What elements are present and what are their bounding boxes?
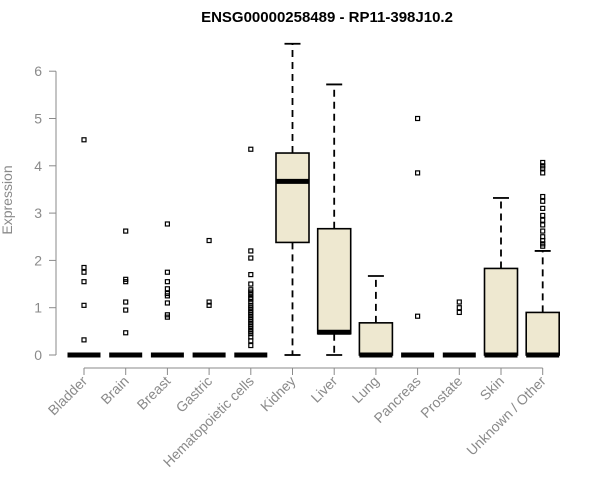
outlier-point (123, 330, 129, 336)
box-unknown-other (525, 159, 561, 358)
box-pancreas (401, 115, 435, 358)
outlier-point (248, 338, 254, 344)
x-tick-label: Bladder (45, 373, 91, 419)
box-breast (150, 221, 184, 358)
x-tick-label: Lung (349, 373, 382, 406)
outlier-point (164, 221, 170, 227)
outlier-point (164, 314, 170, 320)
outlier-point (206, 302, 212, 308)
outlier-point (540, 212, 546, 219)
box-body (275, 152, 310, 244)
box-gastric (192, 237, 226, 358)
outlier-point (540, 243, 546, 249)
outlier-point (456, 299, 462, 305)
outlier-point (540, 198, 546, 204)
box-lung (358, 275, 394, 358)
outlier-point (248, 281, 254, 287)
y-tick-label: 3 (34, 205, 42, 221)
box-bladder (67, 137, 101, 358)
outlier-point (206, 237, 212, 244)
outlier-point (81, 279, 87, 285)
outlier-point (415, 170, 421, 176)
x-tick-label: Prostate (417, 373, 465, 421)
outlier-point (248, 255, 254, 261)
outlier-point (248, 299, 254, 305)
outlier-point (540, 165, 546, 171)
box-body (316, 227, 352, 335)
outlier-point (540, 205, 546, 211)
outlier-point (540, 222, 546, 228)
outlier-point (456, 309, 462, 316)
y-tick-label: 5 (34, 111, 42, 127)
box-kidney (275, 42, 310, 356)
x-tick-label: Brain (97, 373, 131, 407)
box-brain (109, 228, 143, 358)
outlier-point (81, 337, 87, 343)
outlier-point (81, 269, 87, 275)
outlier-point (164, 279, 170, 285)
outlier-point (123, 228, 129, 234)
outlier-point (164, 293, 170, 299)
outlier-point (540, 228, 546, 234)
outlier-point (164, 269, 170, 275)
outlier-point (123, 299, 129, 305)
outlier-point (248, 291, 254, 298)
box-body (483, 267, 519, 356)
outlier-point (540, 193, 546, 200)
y-tick-label: 4 (34, 158, 42, 174)
y-axis: 0 1 2 3 4 5 6 (34, 63, 57, 363)
outlier-point (81, 302, 87, 308)
outlier-point (456, 305, 462, 311)
outlier-point (123, 307, 129, 313)
box-prostate (442, 299, 476, 358)
outlier-point (81, 137, 87, 143)
box-liver (316, 83, 352, 356)
outlier-point (415, 313, 421, 319)
outlier-point (540, 159, 546, 166)
outlier-point (415, 115, 421, 122)
x-tick-label: Breast (134, 373, 174, 413)
box-skin (483, 197, 519, 358)
y-tick-label: 1 (34, 300, 42, 316)
outlier-point (248, 146, 254, 152)
y-axis-label: Expression (0, 165, 15, 234)
outlier-point (248, 331, 254, 337)
outlier-point (540, 217, 546, 223)
outlier-point (248, 342, 254, 349)
outlier-point (164, 300, 170, 306)
x-tick-label: Liver (308, 373, 341, 406)
outlier-point (540, 170, 546, 176)
box-body (525, 311, 561, 356)
x-tick-label: Skin (477, 373, 508, 404)
outlier-point (248, 271, 254, 278)
x-tick-label: Unknown / Other (463, 373, 549, 459)
x-tick-label: Kidney (257, 373, 299, 415)
box-body (358, 322, 394, 356)
outlier-point (164, 286, 170, 292)
box-series (67, 42, 561, 358)
chart-title: ENSG00000258489 - RP11-398J10.2 (201, 9, 453, 26)
y-tick-label: 0 (34, 347, 42, 363)
outlier-point (248, 248, 254, 254)
outlier-point (81, 264, 87, 271)
y-tick-label: 2 (34, 252, 42, 268)
y-tick-label: 6 (34, 63, 42, 79)
box-hematopoietic-cells (234, 146, 268, 358)
outlier-point (123, 279, 129, 285)
outlier-point (540, 237, 546, 244)
outlier-point (206, 299, 212, 305)
outlier-point (248, 296, 254, 302)
